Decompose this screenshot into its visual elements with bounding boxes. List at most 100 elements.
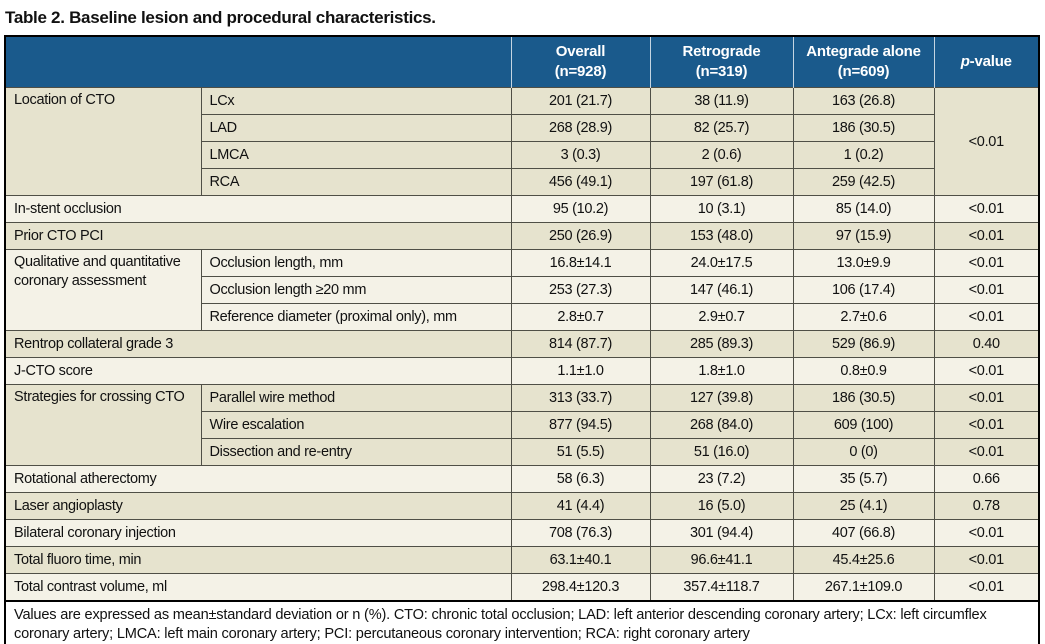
row-label-cell: J-CTO score <box>4 357 512 385</box>
value-cell-overall: 63.1±40.1 <box>510 546 651 574</box>
column-header-label: Retrograde <box>682 42 761 60</box>
baseline-characteristics-table: Overall (n=928) Retrograde (n=319) Anteg… <box>4 35 1040 644</box>
column-header-retrograde: Retrograde (n=319) <box>649 36 793 88</box>
p-value-cell: <0.01 <box>933 519 1040 547</box>
value-cell-antegrade: 0.8±0.9 <box>792 357 935 385</box>
p-value-cell: <0.01 <box>933 384 1040 412</box>
table-row: Dissection and re-entry 51 (5.5) 51 (16.0)… <box>5 438 1040 466</box>
p-value-rest: -value <box>969 52 1012 70</box>
value-cell-retrograde: 1.8±1.0 <box>649 357 794 385</box>
table-row: RCA 456 (49.1) 197 (61.8) 259 (42.5) <box>5 168 1039 196</box>
sub-label-cell: Wire escalation <box>200 411 512 439</box>
column-header-pvalue: p-value <box>933 36 1039 88</box>
value-cell-retrograde: 51 (16.0) <box>649 438 794 466</box>
value-cell-retrograde: 2.9±0.7 <box>649 303 794 331</box>
table-row: Qualitative and quantitative coronary as… <box>4 249 1040 331</box>
column-header-antegrade: Antegrade alone (n=609) <box>792 36 934 88</box>
table-header: Overall (n=928) Retrograde (n=319) Anteg… <box>5 36 1039 88</box>
footnote-row: Values are expressed as mean±standard de… <box>5 600 1039 644</box>
sub-label-cell: Reference diameter (proximal only), mm <box>200 303 512 331</box>
header-row: Overall (n=928) Retrograde (n=319) Anteg… <box>5 36 1039 88</box>
p-value-cell: <0.01 <box>933 195 1040 223</box>
table-row: Wire escalation 877 (94.5) 268 (84.0) 609 (… <box>5 411 1040 439</box>
column-header-n: (n=928) <box>554 63 607 80</box>
sub-label-cell: LCx <box>200 87 512 115</box>
group-label-cell: Strategies for crossing CTO <box>4 384 202 466</box>
value-cell-retrograde: 301 (94.4) <box>649 519 794 547</box>
value-cell-overall: 3 (0.3) <box>510 141 651 169</box>
value-cell-antegrade: 45.4±25.6 <box>792 546 935 574</box>
table-row: Total contrast volume, ml 298.4±120.3 357.… <box>4 573 1040 602</box>
value-cell-overall: 708 (76.3) <box>510 519 651 547</box>
value-cell-retrograde: 268 (84.0) <box>649 411 794 439</box>
value-cell-antegrade: 186 (30.5) <box>792 114 935 142</box>
table-row: Rotational atherectomy 58 (6.3) 23 (7.2) 35… <box>4 465 1040 493</box>
table-row: Bilateral coronary injection 708 (76.3) 30… <box>4 519 1040 547</box>
table-title: Table 2. Baseline lesion and procedural … <box>5 8 436 27</box>
value-cell-retrograde: 285 (89.3) <box>649 330 794 358</box>
sub-label-cell: Occlusion length ≥20 mm <box>200 276 512 304</box>
group-label-cell: Qualitative and quantitative coronary as… <box>4 249 202 331</box>
p-value-cell: <0.01 <box>933 546 1040 574</box>
value-cell-overall: 298.4±120.3 <box>510 573 651 602</box>
value-cell-antegrade: 609 (100) <box>792 411 935 439</box>
column-header-n: (n=319) <box>695 63 748 80</box>
value-cell-antegrade: 2.7±0.6 <box>792 303 935 331</box>
table-row: Strategies for crossing CTO Parallel wire… <box>4 384 1040 466</box>
value-cell-antegrade: 97 (15.9) <box>792 222 935 250</box>
value-cell-retrograde: 24.0±17.5 <box>649 249 794 277</box>
value-cell-antegrade: 259 (42.5) <box>792 168 935 196</box>
column-header-label: Antegrade alone <box>806 42 921 60</box>
p-value-cell: <0.01 <box>933 87 1040 196</box>
p-value-cell: <0.01 <box>933 411 1040 439</box>
p-value-cell: <0.01 <box>933 573 1040 602</box>
value-cell-overall: 268 (28.9) <box>510 114 651 142</box>
table-row: J-CTO score 1.1±1.0 1.8±1.0 0.8±0.9 <0.01 <box>4 357 1040 385</box>
value-cell-retrograde: 82 (25.7) <box>649 114 794 142</box>
value-cell-antegrade: 529 (86.9) <box>792 330 935 358</box>
p-value-cell: <0.01 <box>933 276 1040 304</box>
value-cell-antegrade: 0 (0) <box>792 438 935 466</box>
p-value-cell: <0.01 <box>933 438 1040 466</box>
sub-label-cell: Parallel wire method <box>200 384 512 412</box>
value-cell-antegrade: 186 (30.5) <box>792 384 935 412</box>
value-cell-retrograde: 16 (5.0) <box>649 492 794 520</box>
p-value-cell: <0.01 <box>933 303 1040 331</box>
table-row: Rentrop collateral grade 3 814 (87.7) 285 … <box>4 330 1040 358</box>
column-header-n: (n=609) <box>837 63 890 80</box>
row-label-cell: Total fluoro time, min <box>4 546 512 574</box>
value-cell-overall: 456 (49.1) <box>510 168 651 196</box>
value-cell-antegrade: 85 (14.0) <box>792 195 935 223</box>
value-cell-antegrade: 407 (66.8) <box>792 519 935 547</box>
group-label-cell: Location of CTO <box>4 87 202 196</box>
value-cell-retrograde: 357.4±118.7 <box>649 573 794 602</box>
value-cell-overall: 313 (33.7) <box>510 384 651 412</box>
table-row: Location of CTO LCx 201 (21.7) 38 (11.9) 163… <box>4 87 1040 196</box>
value-cell-overall: 58 (6.3) <box>510 465 651 493</box>
value-cell-overall: 95 (10.2) <box>510 195 651 223</box>
value-cell-overall: 16.8±14.1 <box>510 249 651 277</box>
p-value-cell: 0.78 <box>933 492 1040 520</box>
value-cell-overall: 814 (87.7) <box>510 330 651 358</box>
header-corner-cell <box>5 36 511 88</box>
p-value-cell: <0.01 <box>933 357 1040 385</box>
p-value-cell: <0.01 <box>933 222 1040 250</box>
value-cell-overall: 201 (21.7) <box>510 87 651 115</box>
value-cell-retrograde: 197 (61.8) <box>649 168 794 196</box>
table-foot: Values are expressed as mean±standard de… <box>5 600 1039 644</box>
row-label-cell: Rentrop collateral grade 3 <box>4 330 512 358</box>
sub-label-cell: LAD <box>200 114 512 142</box>
value-cell-overall: 253 (27.3) <box>510 276 651 304</box>
column-header-label: Overall <box>555 42 606 60</box>
table-body: Location of CTO LCx 201 (21.7) 38 (11.9) 163… <box>4 87 1040 602</box>
table-row: Total fluoro time, min 63.1±40.1 96.6±41.1… <box>4 546 1040 574</box>
row-label-cell: Rotational atherectomy <box>4 465 512 493</box>
p-value-cell: <0.01 <box>933 249 1040 277</box>
table-row: Laser angioplasty 41 (4.4) 16 (5.0) 25 (4.1… <box>4 492 1040 520</box>
row-label-cell: In-stent occlusion <box>4 195 512 223</box>
value-cell-antegrade: 1 (0.2) <box>792 141 935 169</box>
p-value-italic: p <box>960 52 970 70</box>
table-row: LMCA 3 (0.3) 2 (0.6) 1 (0.2) <box>5 141 1039 169</box>
value-cell-antegrade: 267.1±109.0 <box>792 573 935 602</box>
